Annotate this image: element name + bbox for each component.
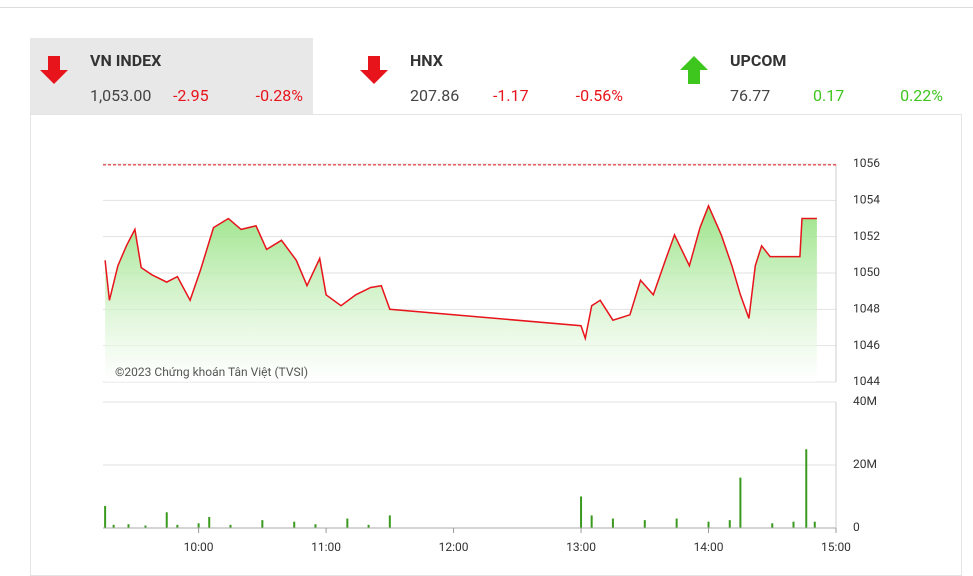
volume-bar [675,518,678,528]
index-name: HNX [410,51,443,70]
y-tick-label: 1048 [853,302,880,316]
volume-bar [144,525,147,528]
top-border [0,7,973,8]
volume-bar [104,505,107,528]
x-tick-label: 14:00 [694,540,724,554]
x-tick-label: 13:00 [566,540,596,554]
volume-bar [112,524,115,528]
direction-arrow [360,56,388,84]
volume-bar [813,521,816,528]
volume-bar [314,524,317,528]
volume-bar [739,477,742,528]
index-change: -2.95 [173,86,209,105]
y-tick-label: 1046 [853,338,880,352]
y-tick-label: 1056 [853,156,880,170]
x-tick-label: 15:00 [821,540,851,554]
volume-bar [165,512,168,528]
volume-bar [707,521,710,528]
volume-bar [346,518,349,528]
index-name: VN INDEX [90,51,162,70]
x-tick-label: 12:00 [439,540,469,554]
y-tick-label: 1054 [853,193,880,207]
volume-bar [580,496,583,528]
volume-bar [229,524,232,528]
area [105,205,817,382]
direction-arrow [40,56,68,84]
y-tick-label: 1052 [853,229,880,243]
index-tab[interactable]: HNX 207.86 -1.17 -0.56% [350,38,633,114]
index-change: -1.17 [493,86,529,105]
direction-arrow [680,56,708,84]
volume-bar [388,515,391,528]
volume-bar [611,518,614,528]
y-tick-label: 1044 [853,374,880,388]
price-line [104,203,817,342]
volume-bar [261,520,264,528]
index-percent: -0.28% [255,86,303,105]
x-tick-label: 10:00 [184,540,214,554]
y-tick-label: 20M [853,457,877,471]
y-tick-label: 40M [853,394,877,408]
index-value: 76.77 [730,86,771,105]
volume-bar [176,524,179,528]
volume-bar [643,520,646,528]
copyright: ©2023 Chứng khoán Tân Việt (TVSI) [115,365,308,379]
index-value: 1,053.00 [90,86,152,105]
index-percent: -0.56% [575,86,623,105]
index-tab[interactable]: VN INDEX 1,053.00 -2.95 -0.28% [30,38,313,114]
index-percent: 0.22% [900,86,943,105]
index-name: UPCOM [730,51,787,70]
volume-bar [367,524,370,528]
volume-bar [208,516,211,528]
y-tick-label: 1050 [853,265,880,279]
volume-bar [590,515,593,528]
volume-bar [293,521,296,528]
index-change: 0.17 [813,86,845,105]
index-value: 207.86 [410,86,460,105]
x-tick-label: 11:00 [311,540,341,554]
volume-bar [792,521,795,528]
index-tab[interactable]: UPCOM 76.77 0.17 0.22% [670,38,953,114]
volume-bar [728,520,731,528]
volume-bar [771,523,774,528]
volume-bar [805,449,808,528]
volume-bar [197,523,200,528]
volume-bar [127,524,130,528]
y-tick-label: 0 [853,520,860,534]
